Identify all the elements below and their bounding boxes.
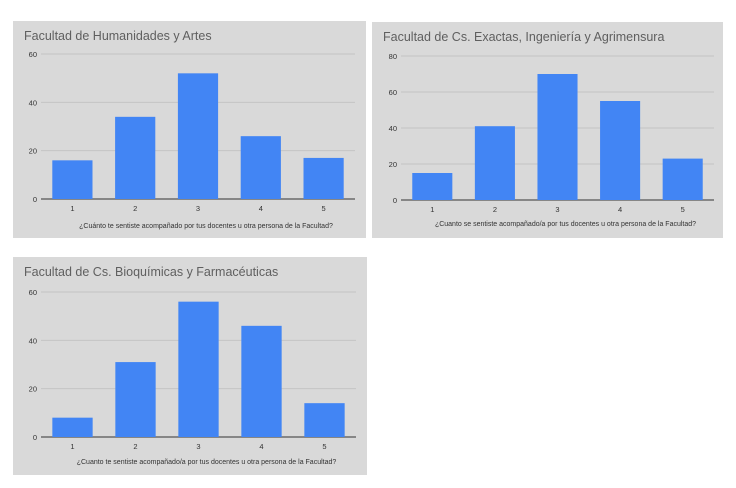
x-tick-label: 3	[196, 204, 200, 213]
y-tick-label: 20	[389, 160, 397, 169]
x-tick-label: 2	[133, 204, 137, 213]
x-tick-label: 1	[430, 205, 434, 214]
y-tick-label: 40	[29, 336, 37, 345]
bar	[52, 160, 93, 199]
y-tick-label: 80	[389, 52, 397, 61]
x-tick-label: 4	[259, 442, 263, 451]
bar	[115, 362, 156, 437]
bar-chart-exactas: 0 20 40 60 80 1 2 3 4 5 ¿Cuanto se sentiste acompa…	[389, 52, 714, 228]
chart-title: Facultad de Cs. Bioquímicas y Farmacéuti…	[24, 265, 279, 279]
y-tick-label: 20	[29, 385, 37, 394]
chart-panel-humanidades: Facultad de Humanidades y Artes 0 20 40 60 1…	[13, 21, 366, 238]
y-tick-label: 60	[389, 88, 397, 97]
x-axis-title: ¿Cuánto te sentiste acompañado por tus d…	[79, 223, 333, 230]
bar	[178, 301, 219, 437]
chart-panel-exactas: Facultad de Cs. Exactas, Ingeniería y Ag…	[372, 22, 723, 238]
bar-chart-humanidades: 0 20 40 60 1 2 3 4 5 ¿Cuánto te sentiste acompaña…	[29, 50, 355, 230]
x-tick-label: 5	[322, 442, 326, 451]
x-tick-label: 4	[618, 205, 622, 214]
y-tick-label: 20	[29, 147, 37, 156]
chart-panel-bioquimicas: Facultad de Cs. Bioquímicas y Farmacéuti…	[13, 257, 367, 475]
bar	[662, 158, 703, 200]
bar	[240, 136, 281, 199]
y-tick-label: 0	[393, 196, 397, 205]
bar	[177, 73, 219, 199]
x-axis-title: ¿Cuanto se sentiste acompañado/a por tus…	[435, 221, 696, 228]
bar	[600, 101, 641, 200]
y-tick-label: 0	[33, 433, 37, 442]
bar	[474, 126, 515, 200]
y-tick-label: 60	[29, 50, 37, 59]
x-tick-label: 1	[70, 204, 74, 213]
x-tick-label: 2	[133, 442, 137, 451]
x-tick-label: 5	[322, 204, 326, 213]
x-tick-label: 1	[70, 442, 74, 451]
x-tick-label: 4	[259, 204, 263, 213]
y-tick-label: 0	[33, 195, 37, 204]
x-tick-label: 3	[555, 205, 559, 214]
x-axis-title: ¿Cuanto te sentiste acompañado/a por tus…	[77, 459, 337, 466]
bar	[537, 74, 578, 200]
y-tick-label: 40	[389, 124, 397, 133]
x-tick-label: 5	[681, 205, 685, 214]
chart-title: Facultad de Cs. Exactas, Ingeniería y Ag…	[383, 30, 665, 44]
bar	[303, 157, 344, 199]
bar	[52, 417, 93, 437]
chart-title: Facultad de Humanidades y Artes	[24, 29, 212, 43]
x-tick-label: 2	[493, 205, 497, 214]
bar	[241, 325, 282, 437]
y-tick-label: 40	[29, 98, 37, 107]
x-tick-label: 3	[196, 442, 200, 451]
bar-chart-bioquimicas: 0 20 40 60 1 2 3 4 5 ¿Cuanto te sentiste acompaña…	[29, 288, 356, 466]
bar	[304, 403, 345, 437]
bar	[115, 116, 156, 199]
bar	[412, 173, 453, 200]
y-tick-label: 60	[29, 288, 37, 297]
